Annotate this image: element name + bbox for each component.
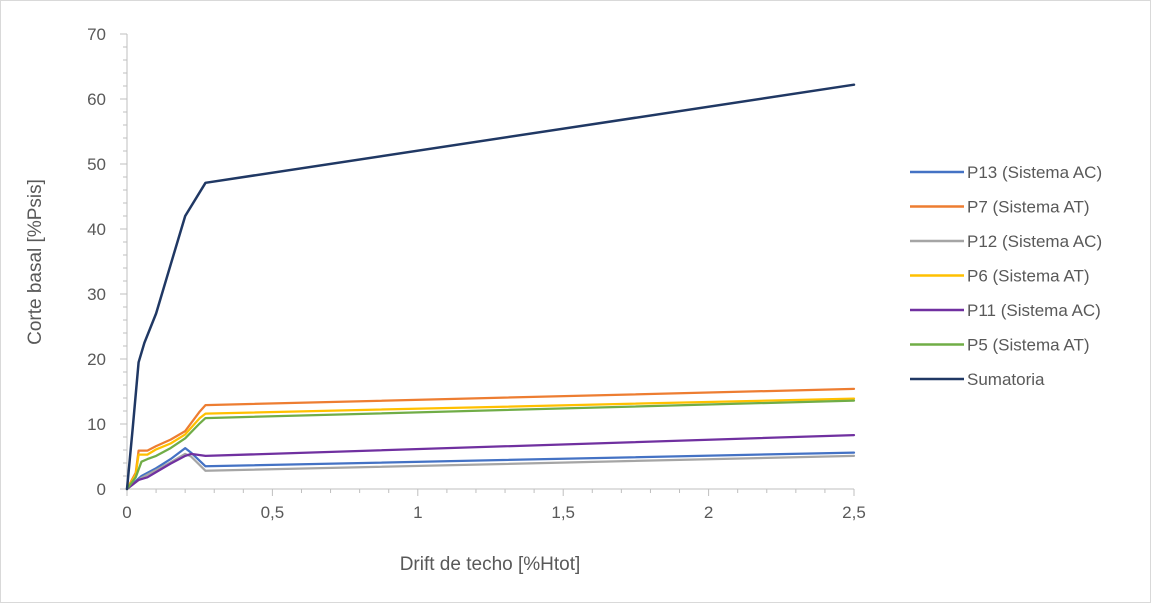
x-tick-label: 2,5 (842, 503, 866, 522)
legend-label: P6 (Sistema AT) (967, 267, 1090, 286)
series-line (125, 399, 856, 491)
series-line (125, 397, 856, 491)
legend: P13 (Sistema AC) P7 (Sistema AT) P12 (Sist… (910, 163, 1102, 389)
x-tick-label: 2 (704, 503, 713, 522)
x-tick-label: 1,5 (551, 503, 575, 522)
legend-label: P13 (Sistema AC) (967, 163, 1102, 182)
legend-label: P7 (Sistema AT) (967, 198, 1090, 217)
series-layer (125, 83, 856, 491)
x-axis-title: Drift de techo [%Htot] (400, 554, 581, 575)
x-axis: 0 0,5 1 1,5 2 2,5 (122, 488, 866, 522)
x-tick-label: 0 (122, 503, 131, 522)
y-tick-label: 30 (87, 285, 106, 304)
legend-label: Sumatoria (967, 370, 1045, 389)
y-tick-label: 10 (87, 415, 106, 434)
y-tick-label: 0 (97, 480, 106, 499)
y-tick-label: 60 (87, 90, 106, 109)
series-line (125, 446, 856, 491)
series-line (125, 433, 856, 491)
series-line (125, 452, 856, 491)
series-line (125, 83, 856, 491)
legend-label: P5 (Sistema AT) (967, 336, 1090, 355)
y-axis: 0 10 20 30 40 50 60 70 (87, 25, 128, 499)
y-tick-label: 50 (87, 155, 106, 174)
y-tick-label: 20 (87, 350, 106, 369)
y-tick-label: 70 (87, 25, 106, 44)
y-tick-label: 40 (87, 220, 106, 239)
y-axis-title: Corte basal [%Psis] (25, 179, 46, 345)
x-tick-label: 0,5 (261, 503, 285, 522)
legend-label: P11 (Sistema AC) (967, 301, 1101, 320)
legend-label: P12 (Sistema AC) (967, 232, 1102, 251)
x-tick-label: 1 (413, 503, 422, 522)
